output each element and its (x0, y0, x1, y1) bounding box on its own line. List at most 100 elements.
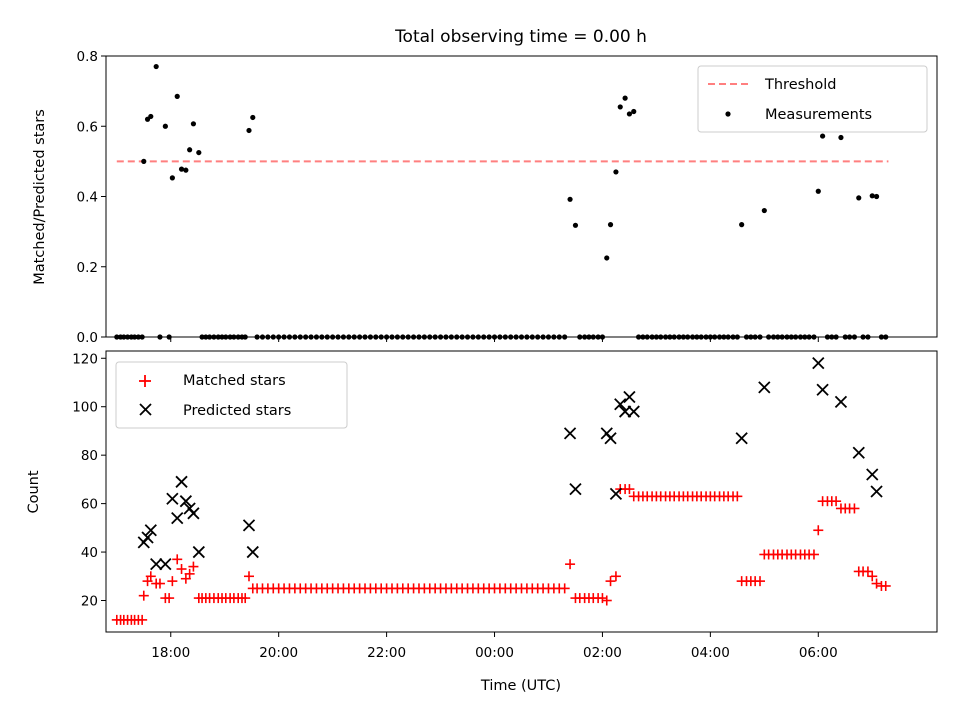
predicted-star-marker (870, 485, 883, 498)
measurement-point (739, 222, 745, 228)
bottom-y-tick-label: 40 (81, 545, 98, 561)
legend-matched-label: Matched stars (183, 373, 286, 389)
matched-star-marker (167, 576, 178, 587)
top-axes: 0.0 0.2 0.4 0.6 0.8 (77, 49, 938, 346)
matched-star-marker (624, 484, 635, 495)
predicted-marker-b (816, 383, 829, 396)
predicted-marker-b (609, 487, 623, 501)
matched-star-marker (184, 568, 195, 579)
measurement-point (873, 193, 880, 200)
x-axis-label: Time (UTC) (480, 678, 561, 694)
matched-star-marker (164, 593, 175, 604)
predicted-marker-b (175, 475, 188, 488)
matched-star-marker (813, 525, 824, 536)
top-legend: Threshold Measurements (697, 65, 928, 133)
predicted-star-marker (563, 427, 577, 440)
predicted-star-marker (192, 545, 205, 559)
predicted-marker-b (242, 519, 256, 532)
measurement-point (567, 196, 573, 202)
predicted-marker-b (870, 485, 883, 498)
measurement-point (838, 134, 844, 141)
bottom-x-tick-label: 22:00 (367, 645, 406, 661)
predicted-stars-points (137, 356, 883, 571)
legend-predicted-swatch (139, 403, 152, 416)
matched-star-marker (138, 590, 149, 601)
predicted-star-marker (609, 487, 623, 501)
matched-star-marker (601, 595, 612, 606)
predicted-marker-b (614, 398, 627, 411)
predicted-marker-b (852, 446, 865, 459)
bottom-x-tick-label: 18:00 (151, 645, 190, 661)
predicted-marker-b (866, 468, 879, 481)
predicted-marker-b (246, 545, 259, 559)
predicted-marker-b (192, 545, 205, 559)
measurement-point (169, 175, 175, 181)
measurement-point (607, 222, 614, 228)
bottom-y-axis-label: Count (26, 470, 42, 513)
predicted-star-marker (604, 432, 617, 445)
matched-star-marker (172, 554, 183, 565)
predicted-star-marker (246, 545, 259, 559)
predicted-star-marker (150, 558, 163, 571)
bottom-y-tick-label: 100 (72, 400, 98, 416)
predicted-star-marker (159, 558, 172, 571)
matched-star-marker (831, 496, 842, 507)
measurement-point (183, 167, 189, 173)
matched-star-marker (243, 571, 254, 582)
matched-star-marker (732, 491, 743, 502)
measurement-point (178, 166, 185, 172)
measurement-point (187, 147, 193, 153)
predicted-star-marker (614, 398, 627, 411)
predicted-marker-b (604, 432, 617, 445)
bottom-x-tick-label: 20:00 (259, 645, 298, 661)
measurement-point (622, 95, 628, 101)
matched-star-marker (597, 593, 608, 604)
matched-star-marker (871, 578, 882, 589)
predicted-star-marker (735, 432, 748, 445)
matched-star-marker (808, 549, 819, 560)
matched-star-marker (559, 583, 570, 594)
measurement-point (572, 222, 579, 228)
predicted-star-marker (187, 507, 200, 520)
measurement-point (174, 93, 180, 99)
matched-star-marker (137, 614, 148, 625)
predicted-marker-b (812, 356, 825, 370)
bottom-x-tick-label: 00:00 (475, 645, 514, 661)
predicted-marker-b (150, 558, 163, 571)
top-y-tick-label: 0.6 (77, 119, 98, 135)
predicted-marker-b (187, 507, 200, 520)
predicted-marker-b (563, 427, 577, 440)
bottom-x-tick-label: 02:00 (583, 645, 622, 661)
legend-threshold-label: Threshold (764, 77, 836, 93)
bottom-plot-frame (105, 350, 938, 633)
bottom-axes: 20 40 60 80 100 120 18:00 20:00 22:00 00:00 02:00 0… (72, 350, 938, 661)
predicted-marker-b (834, 395, 848, 409)
predicted-star-marker (141, 531, 154, 544)
matched-star-marker (867, 571, 878, 582)
predicted-star-marker (834, 395, 848, 409)
measurement-point (617, 104, 623, 110)
predicted-star-marker (816, 383, 829, 396)
predicted-marker-b (758, 381, 771, 394)
predicted-star-marker (179, 495, 192, 508)
top-y-tick-label: 0.0 (77, 330, 98, 346)
measurement-point (761, 207, 767, 214)
predicted-star-marker (166, 492, 179, 505)
top-y-tick-label: 0.8 (77, 49, 98, 65)
bottom-y-tick-label: 20 (81, 594, 98, 610)
predicted-marker-b (141, 531, 154, 544)
measurement-point (190, 121, 197, 127)
bottom-y-tick-label: 60 (81, 497, 98, 513)
matched-star-marker (176, 564, 187, 575)
matched-stars-points (111, 484, 891, 625)
matched-star-marker (755, 576, 766, 587)
legend-predicted-label: Predicted stars (183, 403, 291, 419)
matched-star-marker (880, 580, 891, 591)
chart-title: Total observing time = 0.00 h (394, 27, 647, 47)
matched-star-marker (145, 571, 156, 582)
measurement-point (626, 111, 633, 117)
predicted-star-marker (866, 468, 879, 481)
predicted-star-marker (812, 356, 825, 370)
measurement-point (148, 113, 154, 120)
matched-star-marker (188, 561, 199, 572)
